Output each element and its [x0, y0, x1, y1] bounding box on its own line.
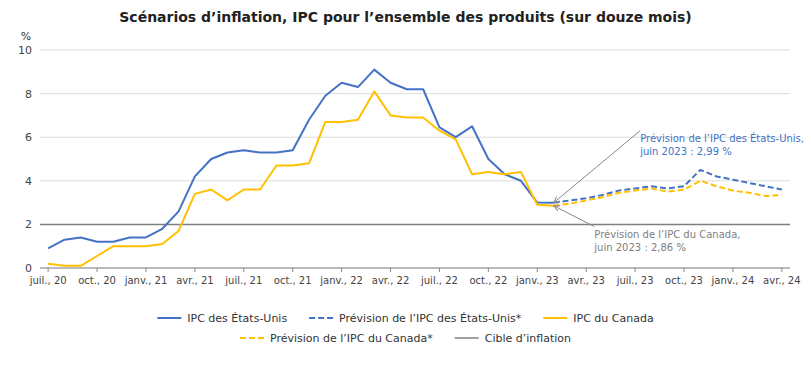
y-tick-label: 8	[25, 88, 32, 101]
annotation: Prévision de l’IPC des États-Unis,juin 2…	[639, 132, 804, 157]
x-tick-label: janv., 22	[319, 275, 363, 286]
y-tick-label: 2	[25, 218, 32, 231]
x-tick-label: janv., 21	[124, 275, 168, 286]
grid-line	[40, 50, 790, 51]
grid-line	[40, 180, 790, 181]
x-axis-line	[40, 268, 790, 269]
x-tick	[243, 268, 244, 272]
x-tick	[488, 268, 489, 272]
annotation: Prévision de l’IPC du Canada,juin 2023 :…	[593, 229, 740, 253]
y-tick-label: 0	[25, 262, 32, 275]
x-tick-label: avr., 22	[372, 275, 410, 286]
chart: Scénarios d’inflation, IPC pour l’ensemb…	[0, 0, 811, 390]
series-line	[48, 91, 553, 265]
legend-label: IPC du Canada	[573, 312, 653, 325]
x-tick-label: avr., 24	[763, 275, 801, 286]
x-tick-label: juil., 22	[420, 275, 458, 286]
y-tick-label: 4	[25, 175, 32, 188]
x-tick-label: avr., 23	[567, 275, 605, 286]
annotation-arrow	[554, 206, 595, 227]
x-tick-label: janv., 23	[515, 275, 559, 286]
x-tick	[390, 268, 391, 272]
x-tick	[194, 268, 195, 272]
legend-label: IPC des États-Unis	[187, 312, 287, 325]
legend-item: Cible d’inflation	[455, 332, 571, 345]
x-tick	[781, 268, 782, 272]
legend-item: Prévision de l’IPC du Canada*	[240, 332, 433, 345]
y-tick-label: 10	[18, 44, 32, 57]
legend-item: Prévision de l’IPC des États-Unis*	[309, 312, 522, 325]
grid-line	[40, 268, 790, 269]
x-tick	[732, 268, 733, 272]
title: Scénarios d’inflation, IPC pour l’ensemb…	[119, 9, 692, 25]
legend-label: Cible d’inflation	[485, 332, 571, 345]
x-tick	[439, 268, 440, 272]
legend-swatch	[240, 337, 264, 339]
legend-item: IPC du Canada	[543, 312, 653, 325]
x-tick-label: juil., 21	[224, 275, 262, 286]
legend: IPC des États-Unis Prévision de l’IPC des…	[157, 312, 653, 345]
series-line	[48, 70, 553, 249]
y-axis-label: %	[21, 30, 31, 43]
x-tick-label: oct., 20	[78, 275, 116, 286]
x-tick-label: oct., 23	[665, 275, 703, 286]
legend-swatch	[543, 317, 567, 319]
x-tick-label: janv., 24	[711, 275, 755, 286]
y-tick-label: 6	[25, 131, 32, 144]
grid	[40, 50, 790, 268]
legend-label: Prévision de l’IPC des États-Unis*	[339, 312, 522, 325]
legend-label: Prévision de l’IPC du Canada*	[270, 332, 433, 345]
annotation-arrow	[554, 131, 641, 203]
x-tick-label: juil., 23	[616, 275, 654, 286]
x-tick	[48, 268, 49, 272]
grid-line	[40, 93, 790, 94]
legend-swatch	[157, 317, 181, 319]
x-tick	[292, 268, 293, 272]
x-tick	[341, 268, 342, 272]
reference-line	[40, 224, 790, 226]
legend-item: IPC des États-Unis	[157, 312, 287, 325]
x-tick	[97, 268, 98, 272]
plot-area	[40, 70, 790, 266]
legend-swatch	[309, 317, 333, 319]
x-tick-label: avr., 21	[176, 275, 214, 286]
series-line	[554, 181, 782, 206]
grid-line	[40, 224, 790, 225]
x-tick	[684, 268, 685, 272]
x-tick	[145, 268, 146, 272]
x-tick	[537, 268, 538, 272]
x-tick-label: juil., 20	[29, 275, 67, 286]
x-tick	[586, 268, 587, 272]
x-tick	[635, 268, 636, 272]
legend-swatch	[455, 337, 479, 339]
x-tick-label: oct., 22	[469, 275, 507, 286]
x-tick-label: oct., 21	[274, 275, 312, 286]
